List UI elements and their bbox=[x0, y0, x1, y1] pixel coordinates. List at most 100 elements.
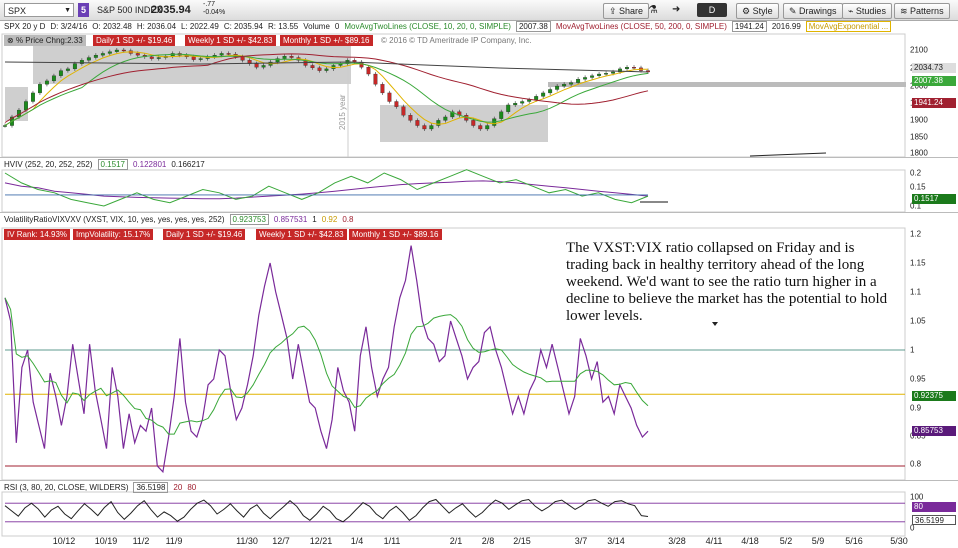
forward-arrow-icon[interactable]: ➜ bbox=[672, 4, 681, 15]
hviv-name[interactable]: HVIV (252, 20, 252, 252) bbox=[4, 160, 93, 169]
price-change-label: ⊗ % Price Chng:2.33 bbox=[4, 35, 86, 46]
mavg3-label[interactable]: MovAvgExponential ... bbox=[805, 21, 892, 32]
candle-body bbox=[625, 67, 629, 70]
rsi-name[interactable]: RSI (3, 80, 20, CLOSE, WILDERS) bbox=[4, 483, 129, 492]
x-tick: 11/9 bbox=[165, 536, 183, 546]
panel-divider bbox=[0, 157, 958, 158]
header-volume-label: Volume bbox=[303, 22, 330, 31]
ratio-name[interactable]: VolatilityRatioVIXVXV (VXST, VIX, 10, ye… bbox=[4, 215, 225, 224]
candle-body bbox=[44, 80, 49, 85]
studies-button[interactable]: ⌁ Studies bbox=[842, 3, 892, 19]
drawings-label: Drawings bbox=[799, 6, 837, 16]
x-tick: 4/11 bbox=[705, 536, 723, 546]
mavg1-label[interactable]: MovAvgTwoLines (CLOSE, 10, 20, 0, SIMPLE… bbox=[344, 22, 511, 31]
price-tick: 1900 bbox=[910, 115, 928, 125]
price-header: SPX 20 y D D: 3/24/16 O: 2032.48 H: 2036.04… bbox=[0, 21, 896, 33]
ratio-average-line bbox=[4, 297, 649, 435]
panel-divider bbox=[0, 212, 958, 213]
rsi-overbought: 80 bbox=[187, 483, 197, 492]
x-tick: 2/8 bbox=[481, 536, 495, 546]
range-highlight bbox=[5, 87, 28, 121]
x-tick: 1/4 bbox=[350, 536, 364, 546]
ma200-line bbox=[4, 61, 649, 73]
hviv-green-line bbox=[4, 169, 649, 207]
candle-body bbox=[121, 49, 126, 52]
index-name: S&P 500 INDEX bbox=[97, 5, 163, 15]
timeframe-button[interactable]: D bbox=[697, 3, 727, 17]
candle-body bbox=[226, 53, 231, 55]
style-button[interactable]: ⚙ Style bbox=[736, 3, 779, 19]
pencil-icon: ✎ bbox=[789, 6, 800, 16]
monthly-sd-label: Monthly 1 SD +/- $89.16 bbox=[280, 35, 373, 46]
candle-body bbox=[205, 56, 210, 59]
ratio-tick: 1.1 bbox=[910, 287, 922, 297]
ratio-tick: 1.15 bbox=[910, 258, 926, 268]
candle-body bbox=[289, 56, 294, 58]
candle-body bbox=[142, 55, 147, 58]
hviv-header: HVIV (252, 20, 252, 252) 0.1517 0.122801 0.… bbox=[0, 159, 210, 171]
x-tick: 11/30 bbox=[236, 536, 258, 546]
link-badge[interactable]: 5 bbox=[78, 3, 89, 17]
share-button[interactable]: ⇪ Share bbox=[603, 3, 650, 19]
candle-body bbox=[247, 60, 252, 64]
candle-body bbox=[100, 53, 105, 56]
candle-body bbox=[408, 115, 413, 121]
panel-frame bbox=[1, 169, 906, 213]
impvol-label: ImpVolatility: 15.17% bbox=[73, 229, 154, 240]
candle-body bbox=[3, 125, 7, 127]
symbol-value: SPX bbox=[8, 6, 27, 16]
x-tick: 3/28 bbox=[668, 536, 686, 546]
x-tick: 2/15 bbox=[513, 536, 531, 546]
rsi-value-tag: 36.5199 bbox=[912, 515, 956, 525]
header-high: H: 2036.04 bbox=[136, 22, 177, 31]
mavg2-label[interactable]: MovAvgTwoLines (CLOSE, 50, 200, 0, SIMPL… bbox=[555, 22, 727, 31]
x-tick: 2/1 bbox=[449, 536, 463, 546]
candle-body bbox=[436, 120, 441, 126]
candle-body bbox=[79, 60, 84, 64]
candle-body bbox=[135, 53, 140, 56]
ma10-tag: 2007.38 bbox=[912, 76, 956, 86]
candle-body bbox=[317, 67, 322, 71]
x-tick: 5/30 bbox=[890, 536, 908, 546]
candle-body bbox=[240, 56, 245, 61]
symbol-input[interactable]: SPX ▼ bbox=[4, 3, 74, 17]
flask-icon[interactable]: ⚗ bbox=[648, 4, 658, 16]
candle-body bbox=[492, 118, 497, 126]
patterns-button[interactable]: ≋ Patterns bbox=[894, 3, 950, 19]
mavg2-value1: 1941.24 bbox=[731, 21, 767, 32]
ratio-value2: 0.857531 bbox=[273, 215, 308, 224]
share-icon: ⇪ bbox=[609, 6, 620, 16]
candle-body bbox=[58, 70, 63, 76]
change-value: -.77 bbox=[203, 1, 216, 8]
style-label: Style bbox=[752, 6, 773, 16]
rsi-level-tag: 80 bbox=[912, 502, 956, 512]
x-tick: 5/2 bbox=[779, 536, 793, 546]
drawings-button[interactable]: ✎ Drawings bbox=[783, 3, 843, 19]
ratio-tick: 1.05 bbox=[910, 316, 926, 326]
last-price-tag: 2034.73 bbox=[912, 63, 956, 73]
hviv-value3: 0.166217 bbox=[171, 160, 205, 169]
candle-body bbox=[170, 53, 175, 57]
chevron-down-icon[interactable]: ▼ bbox=[64, 7, 71, 14]
candle-body bbox=[156, 57, 161, 59]
candle-body bbox=[373, 73, 378, 85]
hviv-purple-line bbox=[4, 180, 649, 200]
hviv-tag: 0.1517 bbox=[912, 194, 956, 204]
weekly-sd-label-2: Weekly 1 SD +/- $42.83 bbox=[256, 229, 347, 240]
price-change-text: % Price Chng:2.33 bbox=[15, 36, 83, 45]
gear-icon: ⚙ bbox=[742, 6, 753, 16]
hviv-tick: 0.15 bbox=[910, 182, 926, 192]
candle-body bbox=[590, 75, 595, 78]
close-icon[interactable]: ⊗ bbox=[7, 36, 16, 45]
candle-body bbox=[583, 77, 588, 80]
ratio-tick: 1 bbox=[910, 345, 915, 355]
candle-body bbox=[177, 53, 182, 56]
candle-body bbox=[24, 101, 28, 111]
candle-body bbox=[324, 68, 329, 71]
patterns-label: Patterns bbox=[910, 6, 944, 16]
candle-body bbox=[72, 63, 77, 70]
hviv-value1: 0.1517 bbox=[97, 159, 128, 170]
candle-body bbox=[380, 84, 385, 94]
rsi-header: RSI (3, 80, 20, CLOSE, WILDERS) 36.5198 20… bbox=[0, 482, 201, 494]
candle-body bbox=[275, 58, 280, 63]
